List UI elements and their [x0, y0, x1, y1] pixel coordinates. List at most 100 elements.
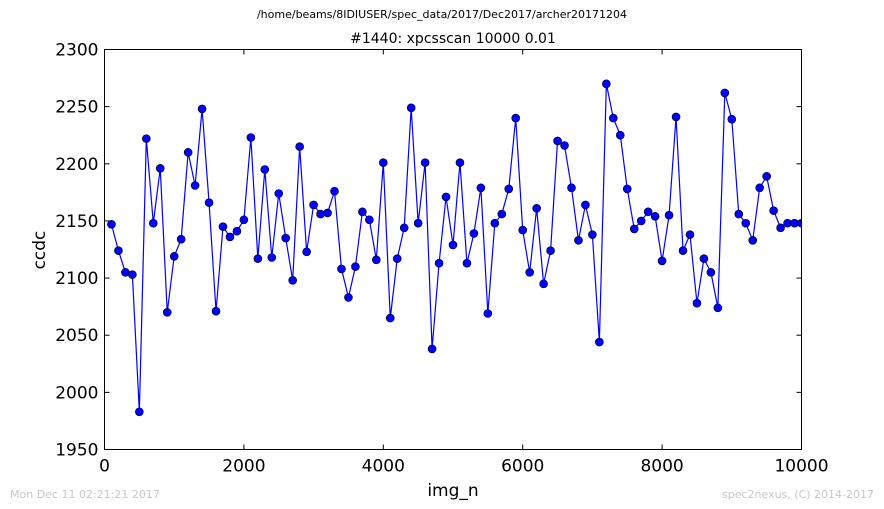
data-point — [755, 183, 764, 193]
data-point — [609, 113, 618, 123]
data-point — [288, 276, 297, 285]
data-point — [588, 230, 597, 239]
data-point — [539, 279, 548, 289]
data-point — [762, 172, 771, 181]
data-point — [643, 207, 653, 217]
data-point — [518, 225, 528, 235]
data-point — [176, 234, 186, 244]
data-point — [309, 200, 318, 210]
y-axis-label: ccdc — [30, 231, 50, 270]
data-point — [476, 183, 486, 193]
chart-title: #1440: xpcsscan 10000 0.01 — [350, 31, 556, 47]
footer-timestamp: Mon Dec 11 02:21:21 2017 — [10, 488, 160, 501]
data-point — [713, 303, 723, 313]
data-point — [169, 252, 179, 261]
data-point — [378, 158, 388, 167]
data-point — [741, 218, 751, 228]
data-point — [114, 246, 123, 255]
x-axis-label: img_n — [427, 481, 478, 501]
data-point — [664, 210, 674, 220]
x-tick-label: 2000 — [222, 457, 265, 477]
data-point — [358, 207, 367, 217]
data-point — [162, 308, 172, 317]
data-point — [399, 223, 409, 233]
y-tick-label: 2000 — [55, 383, 98, 403]
data-point — [197, 104, 207, 114]
x-tick-label: 10000 — [774, 457, 828, 477]
x-tick-label: 0 — [99, 457, 110, 477]
data-point — [567, 183, 576, 193]
data-point — [776, 223, 785, 233]
data-point — [692, 298, 702, 308]
data-point — [504, 184, 514, 194]
data-point — [483, 309, 493, 318]
data-point — [218, 222, 228, 231]
data-point — [497, 209, 507, 219]
data-point — [253, 254, 263, 263]
data-point — [490, 218, 500, 228]
data-point — [142, 134, 151, 143]
data-point — [323, 208, 332, 218]
y-tick-label: 1950 — [55, 441, 98, 461]
data-point — [699, 254, 709, 263]
y-tick-label: 2250 — [55, 98, 98, 118]
data-point — [727, 114, 737, 124]
data-point — [685, 230, 695, 239]
data-point — [107, 220, 116, 229]
data-point — [532, 204, 541, 213]
data-point — [372, 255, 381, 265]
y-axis: 1950 2000 2050 2100 2150 2200 2250 2300 — [55, 41, 802, 461]
data-point — [546, 246, 555, 255]
data-point — [211, 306, 221, 316]
y-tick-label: 2050 — [55, 326, 98, 346]
data-point — [274, 189, 284, 198]
data-point — [239, 215, 249, 225]
data-point — [560, 141, 569, 150]
file-path-heading: /home/beams/8IDIUSER/spec_data/2017/Dec2… — [256, 8, 628, 21]
data-point — [769, 206, 778, 215]
data-point — [281, 233, 291, 243]
data-point — [720, 88, 730, 98]
plot-area — [107, 79, 802, 417]
data-point — [734, 209, 744, 219]
data-point — [246, 133, 256, 142]
axes-frame — [104, 49, 802, 450]
data-point — [183, 148, 193, 157]
x-tick-label: 4000 — [362, 457, 405, 477]
data-point — [657, 256, 667, 266]
data-point — [650, 212, 660, 221]
data-point — [337, 264, 346, 274]
data-point — [511, 113, 521, 123]
data-point — [385, 313, 395, 323]
data-point — [413, 218, 423, 228]
data-point — [636, 216, 646, 226]
data-point — [581, 200, 590, 210]
data-point — [267, 253, 277, 262]
x-tick-label: 8000 — [640, 457, 683, 477]
data-point — [365, 215, 374, 225]
data-point — [135, 407, 144, 417]
data-point — [351, 262, 360, 271]
data-point — [469, 229, 479, 238]
data-point — [434, 258, 444, 268]
data-point — [448, 240, 458, 250]
data-point — [392, 254, 402, 263]
y-tick-label: 2150 — [55, 212, 98, 232]
data-point — [148, 218, 158, 228]
data-point — [622, 184, 632, 194]
data-point — [553, 136, 562, 146]
data-point — [128, 270, 137, 279]
y-tick-label: 2200 — [55, 155, 98, 175]
data-point — [574, 236, 583, 245]
data-point — [344, 293, 353, 302]
data-point — [455, 158, 465, 167]
x-tick-label: 6000 — [501, 457, 544, 477]
data-point — [232, 226, 242, 236]
data-point — [420, 158, 430, 167]
data-point — [204, 198, 214, 207]
data-point — [155, 164, 165, 173]
data-point — [330, 186, 339, 196]
data-point — [441, 192, 451, 202]
